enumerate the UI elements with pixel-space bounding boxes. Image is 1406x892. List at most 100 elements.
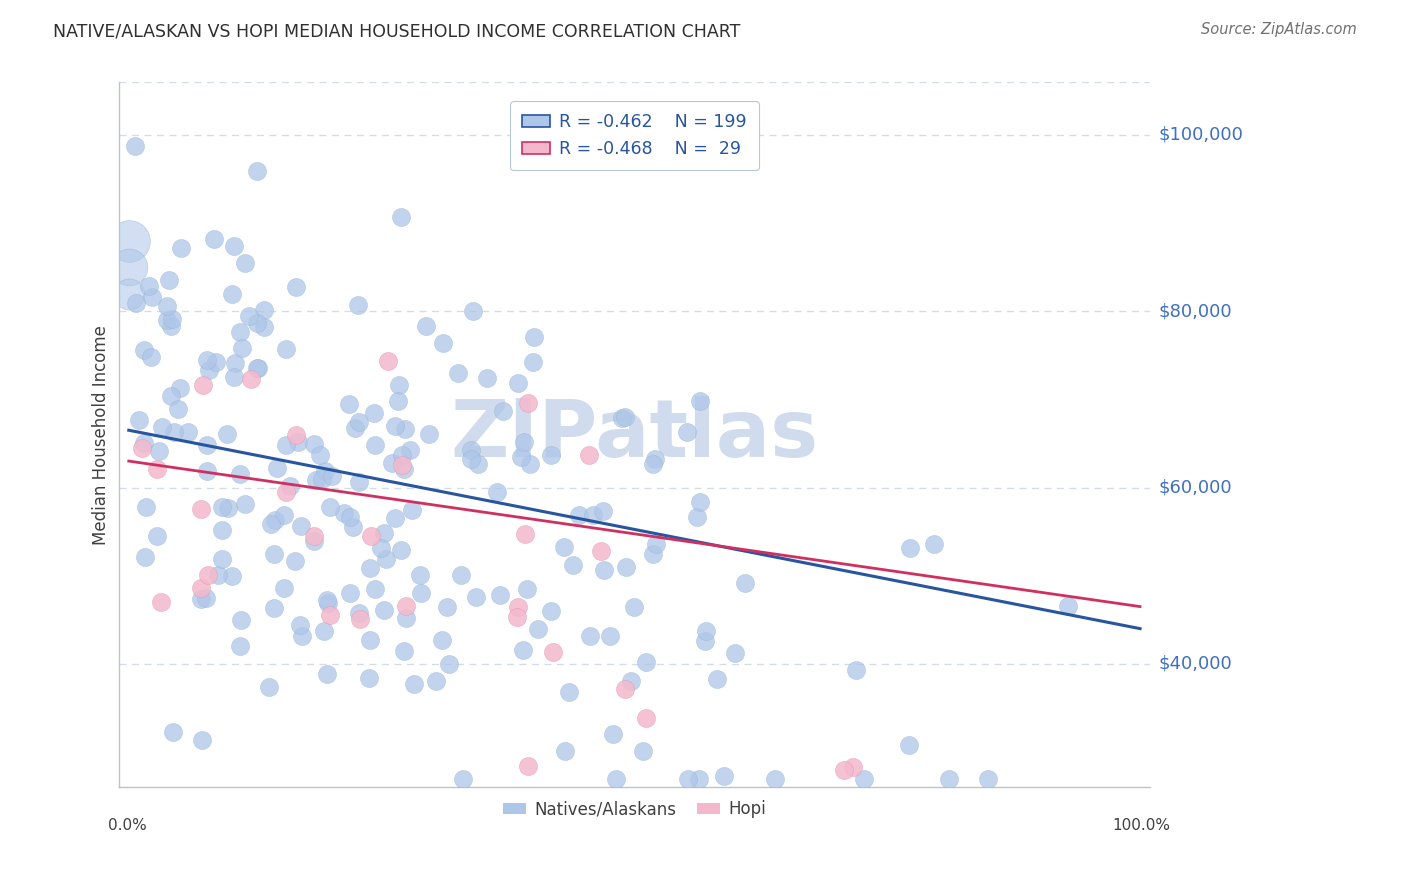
Point xyxy=(195,352,218,367)
Point xyxy=(240,372,263,386)
Point xyxy=(347,606,370,620)
Point xyxy=(388,378,411,392)
Point xyxy=(316,596,339,610)
Point xyxy=(207,567,229,582)
Point xyxy=(394,422,416,436)
Point xyxy=(190,591,212,606)
Point xyxy=(512,643,534,657)
Point xyxy=(177,425,200,440)
Point xyxy=(360,560,382,574)
Point xyxy=(734,576,756,591)
Point xyxy=(614,681,637,696)
Point xyxy=(197,567,219,582)
Point xyxy=(134,550,156,565)
Point xyxy=(370,541,392,556)
Point xyxy=(506,600,529,615)
Point xyxy=(118,234,141,248)
Point xyxy=(437,657,460,672)
Point xyxy=(645,537,668,551)
Point xyxy=(392,462,415,476)
Point xyxy=(395,599,418,614)
Point xyxy=(605,772,627,786)
Point xyxy=(602,727,624,741)
Point xyxy=(339,586,361,600)
Point xyxy=(492,403,515,417)
Point xyxy=(543,645,565,659)
Point xyxy=(276,342,298,356)
Point xyxy=(523,330,546,344)
Text: ZIPatlas: ZIPatlas xyxy=(450,396,818,474)
Point xyxy=(319,500,342,515)
Point xyxy=(131,441,153,455)
Text: 0.0%: 0.0% xyxy=(108,818,148,833)
Point xyxy=(387,394,409,409)
Point xyxy=(373,525,395,540)
Point xyxy=(515,526,537,541)
Point xyxy=(305,473,328,487)
Point xyxy=(841,760,863,774)
Text: $80,000: $80,000 xyxy=(1159,302,1232,320)
Point xyxy=(432,633,454,648)
Point xyxy=(486,484,509,499)
Point xyxy=(162,724,184,739)
Point xyxy=(363,406,385,420)
Point xyxy=(124,138,146,153)
Point xyxy=(579,629,602,643)
Point xyxy=(302,529,325,543)
Point xyxy=(311,472,333,486)
Point xyxy=(266,461,288,475)
Point xyxy=(211,552,233,566)
Point xyxy=(360,529,382,543)
Point xyxy=(156,299,179,313)
Point xyxy=(676,772,699,786)
Point xyxy=(278,479,301,493)
Point xyxy=(342,520,364,534)
Point xyxy=(229,640,252,654)
Point xyxy=(170,241,193,255)
Point xyxy=(510,450,533,464)
Point xyxy=(689,495,711,509)
Point xyxy=(339,510,361,524)
Point xyxy=(643,457,665,471)
Point xyxy=(284,280,307,294)
Point xyxy=(149,595,172,609)
Point xyxy=(689,393,711,408)
Point xyxy=(582,508,605,522)
Point xyxy=(517,759,540,773)
Point xyxy=(319,608,342,623)
Point xyxy=(636,711,658,725)
Point xyxy=(135,500,157,514)
Point xyxy=(349,612,371,626)
Point xyxy=(309,448,332,462)
Point xyxy=(527,622,550,636)
Point xyxy=(253,319,276,334)
Point xyxy=(644,451,666,466)
Point xyxy=(853,772,876,786)
Point xyxy=(389,542,412,557)
Point xyxy=(643,547,665,561)
Point xyxy=(191,733,214,747)
Point xyxy=(167,401,190,416)
Point xyxy=(321,469,343,483)
Point xyxy=(190,502,212,516)
Point xyxy=(415,319,437,334)
Point xyxy=(211,524,233,538)
Point xyxy=(633,743,655,757)
Point xyxy=(333,506,356,520)
Point xyxy=(312,624,335,638)
Text: $60,000: $60,000 xyxy=(1159,478,1232,497)
Point xyxy=(257,681,280,695)
Point xyxy=(217,501,239,516)
Point xyxy=(215,426,238,441)
Point xyxy=(614,560,637,574)
Text: 100.0%: 100.0% xyxy=(1112,818,1170,833)
Point xyxy=(558,685,581,699)
Point xyxy=(399,442,422,457)
Point xyxy=(125,296,148,310)
Point xyxy=(363,438,385,452)
Point xyxy=(128,413,150,427)
Point xyxy=(706,672,728,686)
Point xyxy=(276,485,298,500)
Point xyxy=(193,377,215,392)
Point xyxy=(593,563,616,577)
